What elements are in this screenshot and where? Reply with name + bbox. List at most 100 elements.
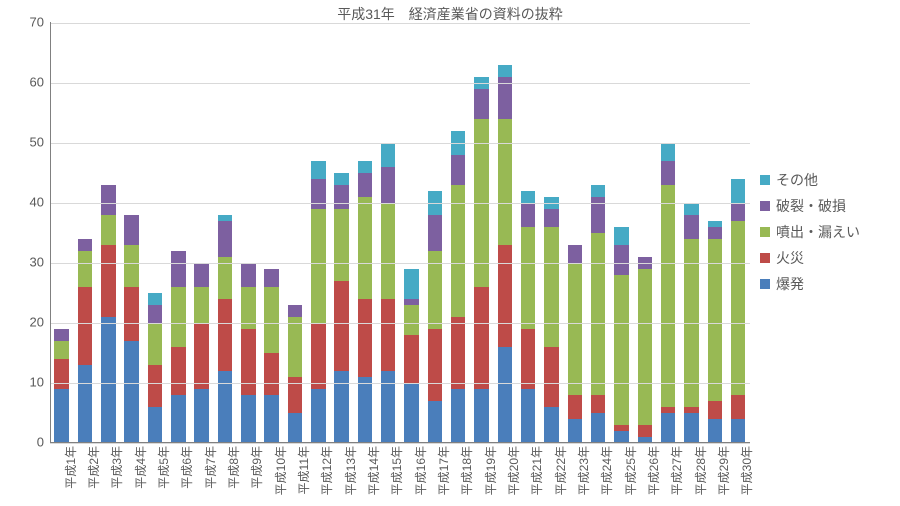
legend-item-leak: 噴出・漏えい xyxy=(760,222,860,242)
bar xyxy=(171,251,185,443)
bar-segment-explosion xyxy=(334,371,348,443)
bar xyxy=(404,269,418,443)
bar-segment-explosion xyxy=(381,371,395,443)
bar-slot xyxy=(307,23,330,443)
bar-slot xyxy=(213,23,236,443)
bar-slot xyxy=(657,23,680,443)
x-label-slot: 平成18年 xyxy=(447,444,470,504)
bar xyxy=(474,77,488,443)
x-label-slot: 平成22年 xyxy=(540,444,563,504)
bar-segment-other xyxy=(148,293,162,305)
bar-slot xyxy=(470,23,493,443)
bar-slot xyxy=(97,23,120,443)
bar-segment-other xyxy=(311,161,325,179)
bar-segment-rupture xyxy=(521,203,535,227)
bar xyxy=(544,197,558,443)
bar-segment-fire xyxy=(194,323,208,389)
x-label-slot: 平成28年 xyxy=(680,444,703,504)
bar-slot xyxy=(727,23,750,443)
bar-segment-explosion xyxy=(428,401,442,443)
x-label-slot: 平成19年 xyxy=(470,444,493,504)
bar-segment-explosion xyxy=(218,371,232,443)
bar-segment-fire xyxy=(404,335,418,383)
x-label-slot: 平成1年 xyxy=(50,444,73,504)
x-label-slot: 平成24年 xyxy=(587,444,610,504)
gridline xyxy=(50,263,750,264)
bar-segment-leak xyxy=(311,209,325,323)
bar-segment-fire xyxy=(451,317,465,389)
bar-segment-rupture xyxy=(451,155,465,185)
legend-swatch xyxy=(760,227,770,237)
bar-segment-explosion xyxy=(54,389,68,443)
bar-segment-rupture xyxy=(124,215,138,245)
bar-segment-fire xyxy=(54,359,68,389)
bar-segment-fire xyxy=(148,365,162,407)
bar-segment-rupture xyxy=(731,203,745,221)
chart-container: 平成31年 経済産業省の資料の抜粋 平成1年平成2年平成3年平成4年平成5年平成… xyxy=(0,0,900,506)
x-label-slot: 平成30年 xyxy=(727,444,750,504)
bar-slot xyxy=(120,23,143,443)
bar-segment-fire xyxy=(381,299,395,371)
bar-segment-explosion xyxy=(101,317,115,443)
bar-segment-rupture xyxy=(614,245,628,275)
bar-segment-other xyxy=(381,143,395,167)
bar-segment-fire xyxy=(521,329,535,389)
legend-label: 爆発 xyxy=(776,274,804,294)
legend-label: 火災 xyxy=(776,248,804,268)
bar-slot xyxy=(633,23,656,443)
bar xyxy=(54,329,68,443)
legend-item-rupture: 破裂・破損 xyxy=(760,196,860,216)
x-label-slot: 平成6年 xyxy=(167,444,190,504)
bar-segment-fire xyxy=(171,347,185,395)
bar xyxy=(78,239,92,443)
y-tick-label: 0 xyxy=(0,435,44,450)
bar-segment-other xyxy=(334,173,348,185)
bar-segment-rupture xyxy=(101,185,115,215)
bar-segment-explosion xyxy=(358,377,372,443)
bar xyxy=(708,221,722,443)
bar-segment-explosion xyxy=(684,413,698,443)
bar-segment-explosion xyxy=(311,389,325,443)
bar-segment-rupture xyxy=(661,161,675,185)
x-label-slot: 平成3年 xyxy=(97,444,120,504)
bar xyxy=(334,173,348,443)
x-label-slot: 平成16年 xyxy=(400,444,423,504)
x-label-slot: 平成25年 xyxy=(610,444,633,504)
bar-segment-rupture xyxy=(544,209,558,227)
bar-slot xyxy=(587,23,610,443)
bar xyxy=(568,245,582,443)
legend-label: その他 xyxy=(776,170,818,190)
bar-segment-explosion xyxy=(521,389,535,443)
bar xyxy=(218,215,232,443)
bar-segment-explosion xyxy=(194,389,208,443)
bar-slot xyxy=(447,23,470,443)
bar-segment-leak xyxy=(591,233,605,395)
bar xyxy=(288,305,302,443)
bar-segment-fire xyxy=(311,323,325,389)
bar-segment-explosion xyxy=(708,419,722,443)
bar xyxy=(264,269,278,443)
bar-segment-other xyxy=(731,179,745,203)
legend-item-other: その他 xyxy=(760,170,860,190)
gridline xyxy=(50,23,750,24)
y-tick-label: 20 xyxy=(0,315,44,330)
bar-segment-other xyxy=(404,269,418,299)
bar xyxy=(428,191,442,443)
bar-segment-rupture xyxy=(358,173,372,197)
bar xyxy=(451,131,465,443)
bar-segment-fire xyxy=(731,395,745,419)
bar-slot xyxy=(73,23,96,443)
bar-segment-explosion xyxy=(124,341,138,443)
legend-swatch xyxy=(760,253,770,263)
bar-segment-rupture xyxy=(334,185,348,209)
bar-segment-leak xyxy=(614,275,628,425)
bar-segment-leak xyxy=(124,245,138,287)
legend-swatch xyxy=(760,201,770,211)
bar-segment-explosion xyxy=(498,347,512,443)
bar-segment-explosion xyxy=(568,419,582,443)
x-label-slot: 平成13年 xyxy=(330,444,353,504)
bar-segment-fire xyxy=(358,299,372,377)
bar xyxy=(241,263,255,443)
bar-segment-rupture xyxy=(264,269,278,287)
y-tick-label: 10 xyxy=(0,375,44,390)
